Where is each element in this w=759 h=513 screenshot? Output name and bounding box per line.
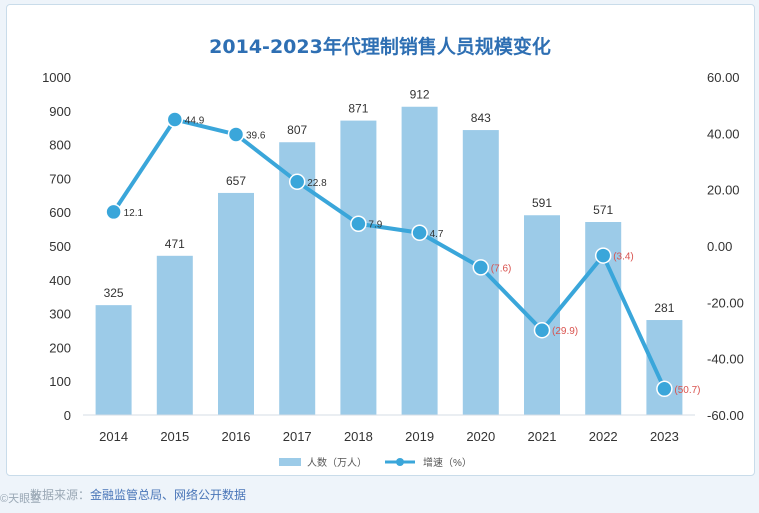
growth-point: [533, 321, 551, 339]
growth-point: [227, 126, 245, 143]
bar: [646, 320, 683, 415]
x-axis-tick-label: 2023: [650, 429, 679, 444]
bar-value-label: 871: [348, 102, 368, 116]
x-axis-tick-label: 2021: [528, 429, 557, 444]
left-axis-tick-label: 900: [49, 104, 71, 119]
x-axis-tick-label: 2020: [466, 429, 495, 444]
growth-line: [111, 117, 667, 390]
left-axis-tick-label: 800: [49, 138, 71, 153]
left-axis-tick-label: 400: [49, 273, 71, 288]
growth-value-label: 12.1: [124, 208, 144, 219]
source-text: 金融监管总局、网络公开数据: [90, 488, 247, 502]
right-axis-tick-label: -60.00: [707, 408, 744, 423]
bar-value-label: 281: [654, 301, 674, 315]
left-axis-tick-label: 300: [49, 307, 71, 322]
bar: [401, 106, 438, 415]
left-axis-tick-label: 600: [49, 205, 71, 220]
bar-series: [95, 106, 683, 416]
bar-value-label: 571: [593, 203, 613, 217]
bar-value-label: 807: [287, 123, 307, 137]
bar-value-label: 591: [532, 196, 552, 210]
chart: 2014-2023年代理制销售人员规模变化 0 100 200 300 400 500 60…: [42, 35, 744, 469]
growth-point: [350, 215, 367, 232]
bar-value-label: 657: [226, 174, 246, 188]
growth-value-label: 22.8: [307, 178, 327, 189]
x-axis-tick-label: 2022: [589, 429, 618, 444]
x-axis: 2014 2015 2016 2017 2018 2019 2020 2021 2022 2023: [83, 414, 695, 444]
growth-point: [166, 111, 184, 128]
growth-point: [656, 380, 673, 398]
bar-labels: 325 471 657 807 871 912 843 591 571 281: [104, 88, 675, 315]
growth-point: [105, 203, 122, 221]
left-axis-tick-label: 700: [49, 171, 71, 186]
growth-point: [411, 224, 428, 242]
source-note: 数据来源：金融监管总局、网络公开数据: [30, 486, 246, 503]
x-axis-tick-label: 2017: [283, 429, 312, 444]
line-series: [105, 111, 673, 398]
right-axis-tick-label: -20.00: [707, 295, 744, 310]
chart-title: 2014-2023年代理制销售人员规模变化: [209, 35, 551, 58]
bar-value-label: 912: [410, 88, 430, 102]
growth-point: [472, 259, 490, 276]
growth-value-label: 39.6: [246, 130, 266, 141]
source-prefix: 数据来源：: [30, 488, 91, 502]
legend-bar-swatch: [279, 458, 301, 466]
growth-value-label: (7.6): [491, 263, 512, 274]
growth-value-label: 44.9: [185, 116, 205, 127]
legend: 人数（万人） 增速（%）: [279, 456, 472, 469]
legend-line-marker: [396, 458, 404, 466]
watermark: ©天眼查: [0, 493, 42, 505]
line-labels: 12.1 44.9 39.6 22.8 7.9 4.7 (7.6) (29.9) (3.4) (5…: [124, 116, 701, 396]
bar: [156, 255, 193, 415]
legend-line-label: 增速（%）: [423, 456, 472, 469]
left-axis-tick-label: 100: [49, 374, 71, 389]
x-axis-tick-label: 2016: [222, 429, 251, 444]
x-axis-tick-label: 2014: [99, 429, 128, 444]
bar: [218, 192, 254, 415]
left-axis-tick-label: 1000: [42, 70, 71, 85]
left-axis: 0 100 200 300 400 500 600 700 800 900 1000: [42, 70, 71, 423]
bar: [340, 120, 377, 416]
right-axis-tick-label: 60.00: [707, 70, 740, 85]
growth-point: [288, 173, 306, 191]
growth-value-label: (3.4): [613, 252, 634, 263]
x-axis-tick-label: 2015: [160, 429, 189, 444]
right-axis: -60.00 -40.00 -20.00 0.00 20.00 40.00 60.00: [707, 70, 744, 423]
bar-value-label: 325: [104, 286, 124, 300]
growth-value-label: 7.9: [368, 220, 382, 231]
left-axis-tick-label: 500: [49, 239, 71, 254]
growth-point: [594, 247, 612, 264]
right-axis-tick-label: 40.00: [707, 126, 740, 141]
left-axis-tick-label: 200: [49, 340, 71, 355]
right-axis-tick-label: 0.00: [707, 239, 732, 254]
legend-bar-label: 人数（万人）: [307, 456, 367, 469]
left-axis-tick-label: 0: [64, 408, 71, 423]
right-axis-tick-label: 20.00: [707, 183, 740, 198]
x-axis-tick-label: 2019: [405, 429, 434, 444]
growth-value-label: (50.7): [674, 385, 700, 396]
growth-value-label: (29.9): [552, 326, 578, 337]
bar-value-label: 471: [165, 237, 185, 251]
x-axis-tick-label: 2018: [344, 429, 373, 444]
right-axis-tick-label: -40.00: [707, 352, 744, 367]
bar: [95, 305, 132, 415]
bar-value-label: 843: [471, 111, 491, 125]
chart-card: 2014-2023年代理制销售人员规模变化 0 100 200 300 400 500 60…: [6, 4, 755, 476]
growth-value-label: 4.7: [430, 229, 444, 240]
